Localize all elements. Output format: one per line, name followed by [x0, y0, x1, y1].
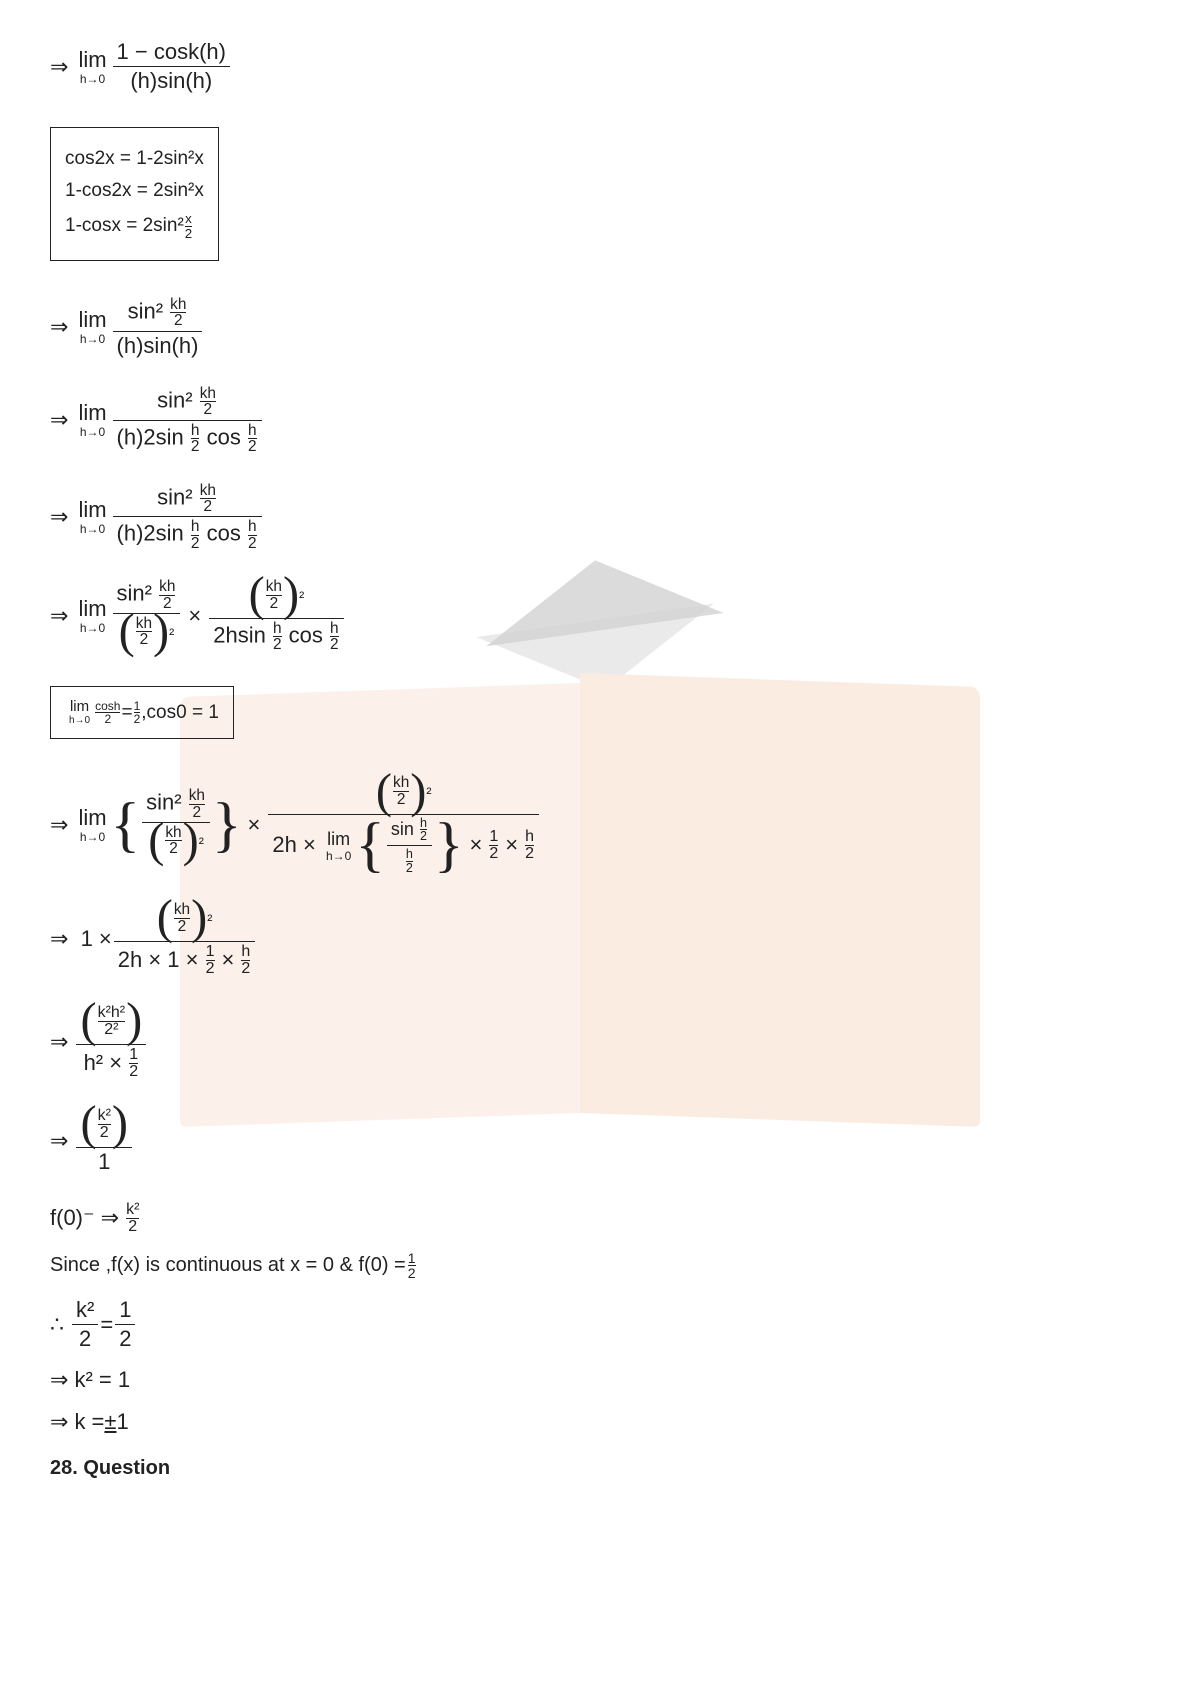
question-heading: 28. Question	[50, 1457, 1140, 1480]
eq-b: ⇒ k² = 1	[50, 1367, 1140, 1393]
implies-icon: ⇒	[50, 812, 68, 838]
step-6: ⇒ 1 × kh2² 2h × 1 × 12 × h2	[50, 902, 1140, 976]
implies-icon: ⇒	[50, 1367, 68, 1393]
identity-a: cos2x = 1-2sin²x	[65, 148, 204, 170]
implies-icon: ⇒	[50, 1128, 68, 1154]
math-content: ⇒ lim h→0 1 − cosk(h) (h)sin(h) cos2x = …	[50, 40, 1140, 1480]
implies-icon: ⇒	[50, 314, 68, 340]
implies-icon: ⇒	[50, 54, 68, 80]
step-3b: ⇒ limh→0 sin² kh2 (h)2sin h2 cos h2	[50, 483, 1140, 552]
since-text: Since ,f(x) is continuous at x = 0 & f(0…	[50, 1251, 1140, 1280]
limit: lim h→0	[78, 49, 106, 85]
implies-icon: ⇒	[50, 926, 68, 952]
f0-minus: f(0)⁻ ⇒ k²2	[50, 1202, 1140, 1235]
implies-icon: ⇒	[50, 1409, 68, 1435]
plus-minus-icon: ±	[104, 1409, 116, 1435]
eq-a: ∴ k²2 = 12	[50, 1298, 1140, 1351]
step-8: ⇒ k²2 1	[50, 1108, 1140, 1174]
implies-icon: ⇒	[50, 504, 68, 530]
implies-icon: ⇒	[50, 603, 68, 629]
step-7: ⇒ k²h²2² h² × 12	[50, 1005, 1140, 1080]
therefore-icon: ∴	[50, 1312, 64, 1338]
step-3a: ⇒ limh→0 sin² kh2 (h)2sin h2 cos h2	[50, 386, 1140, 455]
fraction: 1 − cosk(h) (h)sin(h)	[113, 40, 230, 93]
step-2: ⇒ limh→0 sin² kh2 (h)sin(h)	[50, 297, 1140, 358]
implies-icon: ⇒	[101, 1205, 119, 1231]
identity-c: 1-cosx = 2sin² x2	[65, 212, 204, 240]
eq-c: ⇒ k = ± 1	[50, 1409, 1140, 1435]
step-5: ⇒ limh→0 sin² kh2 kh2² × kh2²	[50, 775, 1140, 874]
identity-box-2: limh→0 cosh2 = 12 ,cos0 = 1	[50, 686, 234, 739]
identity-b: 1-cos2x = 2sin²x	[65, 180, 204, 202]
step-4: ⇒ limh→0 sin² kh2 kh2² × kh2² 2hsin	[50, 579, 1140, 652]
step-1: ⇒ lim h→0 1 − cosk(h) (h)sin(h)	[50, 40, 1140, 93]
implies-icon: ⇒	[50, 1029, 68, 1055]
implies-icon: ⇒	[50, 407, 68, 433]
identity-box-1: cos2x = 1-2sin²x 1-cos2x = 2sin²x 1-cosx…	[50, 127, 219, 261]
